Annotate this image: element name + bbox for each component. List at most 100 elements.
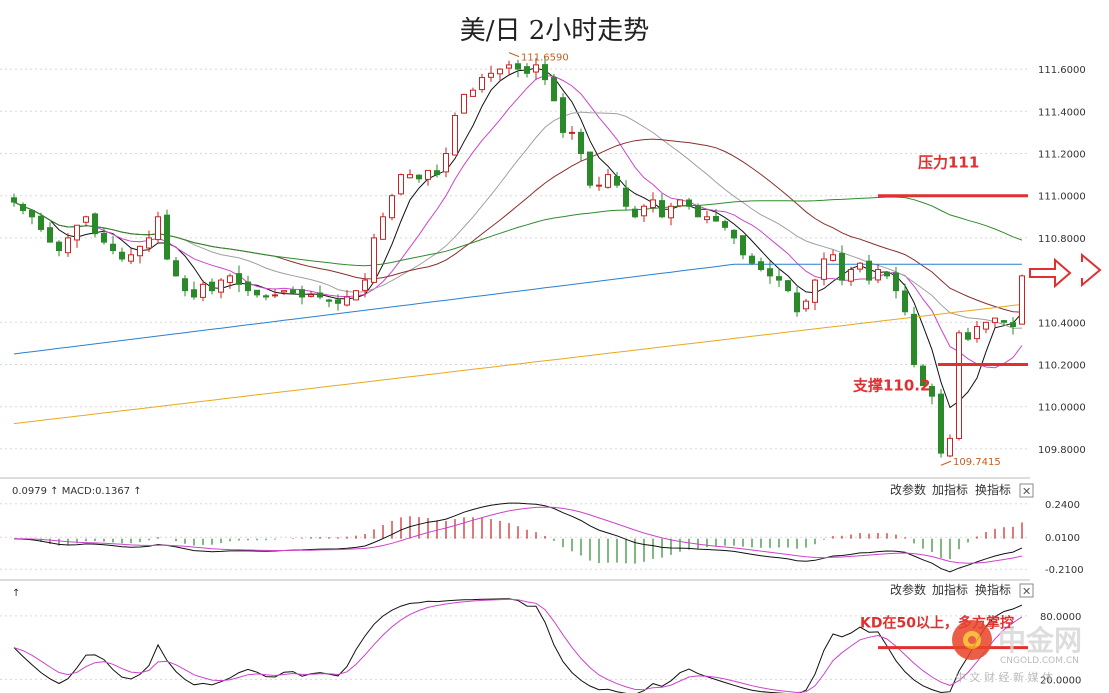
candle-body [929, 386, 935, 397]
price-grid [0, 68, 1030, 450]
candle-body [848, 269, 854, 282]
change-params-button-2[interactable]: 改参数 [890, 582, 926, 597]
candle-body [173, 260, 179, 277]
macd-y-tick: 0.2400 [1045, 500, 1080, 511]
candle-body [956, 332, 962, 439]
ma120-line [13, 263, 1022, 355]
candle-body [506, 64, 512, 69]
candle-body [299, 289, 305, 298]
candle-body [83, 216, 89, 223]
candle-body [407, 174, 413, 179]
candle-body [686, 199, 692, 207]
candle-body [362, 279, 368, 291]
candle-body [794, 292, 800, 313]
candle-body [803, 300, 809, 310]
candle-body [533, 64, 539, 73]
brand-name: 中金网 [998, 624, 1082, 657]
candle-body [938, 393, 944, 454]
macd-dea-line [13, 506, 1023, 564]
candle-body [11, 197, 17, 203]
add-indicator-button-2[interactable]: 加指标 [932, 582, 968, 597]
candle-body [857, 262, 863, 270]
candle-body [596, 184, 602, 187]
candle-body [650, 199, 656, 208]
y-tick-label: 110.2000 [1038, 361, 1086, 372]
ma250-line [13, 303, 1023, 425]
chart-title: 美/日 2小时走势 [459, 16, 650, 46]
candle-body [830, 254, 836, 261]
candle-body [470, 89, 476, 97]
support-label: 支撑110.2 [852, 377, 930, 395]
macd-header: 0.0979 ↑ MACD:0.1367 ↑ [12, 486, 142, 497]
resistance-label: 压力111 [918, 154, 979, 172]
candle-body [722, 221, 728, 228]
kd-toolbar: 改参数 加指标 换指标 ✕ [890, 582, 1034, 598]
candle-body [308, 294, 314, 297]
close-box-2[interactable] [1019, 583, 1034, 598]
candle-body [335, 299, 341, 304]
change-params-button[interactable]: 改参数 [890, 482, 926, 497]
candle-body [605, 174, 611, 188]
candle-body [875, 269, 881, 281]
candle-body [182, 278, 188, 292]
candle-body [272, 294, 278, 297]
close-box[interactable] [1019, 483, 1034, 498]
candle-body [38, 215, 44, 230]
candle-body [704, 216, 710, 221]
switch-indicator-button-2[interactable]: 换指标 [975, 582, 1011, 597]
candlestick-series [11, 56, 1025, 458]
kd-panel [0, 598, 1030, 693]
y-tick-label: 111.2000 [1038, 150, 1086, 161]
candle-body [20, 203, 26, 211]
kd-d-line [13, 598, 1023, 693]
kd-y-axis: 80.0000 20.0000 [1040, 612, 1081, 687]
candle-body [524, 66, 530, 74]
y-tick-label: 110.8000 [1038, 234, 1086, 245]
candle-body [443, 153, 449, 173]
candle-body [110, 243, 116, 252]
candle-body [164, 214, 170, 260]
candle-body [587, 151, 593, 186]
add-indicator-button[interactable]: 加指标 [932, 482, 968, 497]
kd-annotation: KD在50以上，多方掌控 [860, 615, 1014, 632]
candle-body [128, 254, 134, 262]
candle-body [263, 295, 269, 298]
candle-body [380, 216, 386, 240]
macd-y-tick: -0.2100 [1045, 565, 1084, 576]
candle-body [119, 251, 125, 260]
y-tick-label: 111.4000 [1038, 107, 1086, 118]
candle-body [290, 289, 296, 294]
candle-body [1010, 322, 1016, 328]
candle-body [785, 280, 791, 292]
candle-body [254, 289, 260, 296]
candle-body [551, 77, 557, 102]
candle-body [902, 290, 908, 313]
candle-body [200, 283, 206, 298]
candle-body [992, 317, 998, 324]
candle-body [245, 281, 251, 292]
kd-k-line [13, 598, 1023, 693]
candle-body [884, 271, 890, 277]
candle-body [29, 209, 35, 218]
candle-body [542, 64, 548, 81]
switch-indicator-button[interactable]: 换指标 [975, 482, 1011, 497]
candle-body [236, 273, 242, 285]
candle-body [920, 365, 926, 387]
close-icon[interactable]: ✕ [1022, 485, 1031, 498]
candle-body [434, 170, 440, 176]
candle-body [713, 215, 719, 222]
candle-body [146, 237, 152, 249]
close-icon-2[interactable]: ✕ [1022, 585, 1031, 598]
candle-body [218, 279, 224, 293]
y-tick-label: 110.0000 [1038, 403, 1086, 414]
candle-body [578, 131, 584, 155]
low-arrow [940, 460, 952, 466]
candle-body [731, 229, 737, 239]
candle-body [344, 296, 350, 306]
candle-body [623, 187, 629, 207]
candle-body [911, 313, 917, 366]
moving-averages [13, 67, 1023, 425]
y-tick-label: 111.0000 [1038, 192, 1086, 203]
candle-body [353, 290, 359, 301]
ma60-line [13, 196, 1023, 267]
